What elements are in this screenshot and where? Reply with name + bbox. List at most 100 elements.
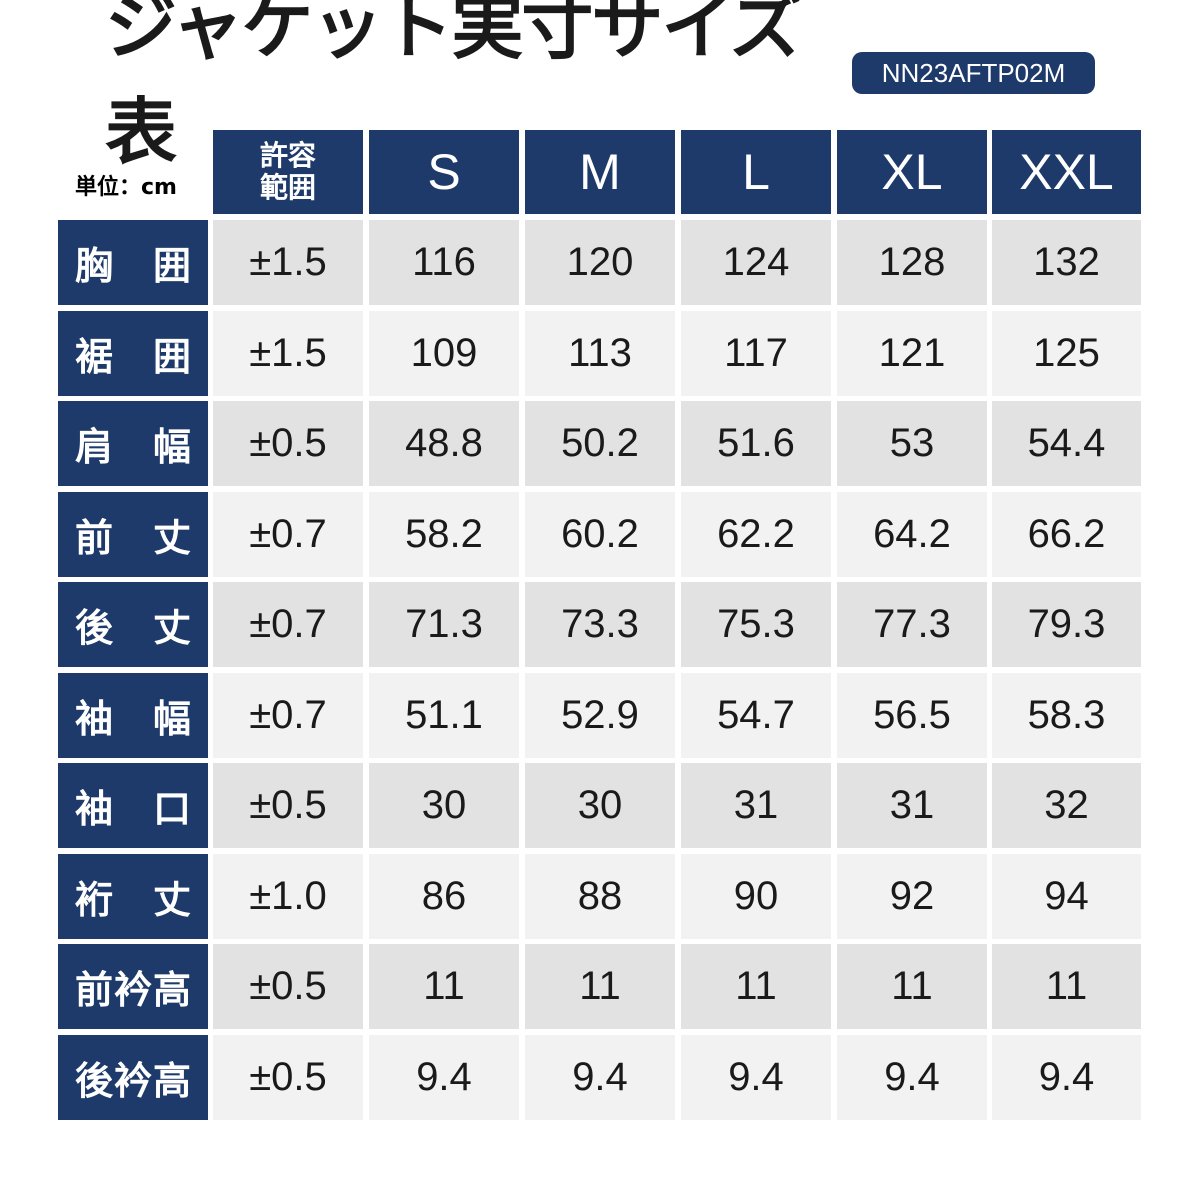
table-cell-text: 73.3 bbox=[561, 602, 639, 646]
table-cell-text: ±1.5 bbox=[249, 240, 327, 284]
table-cell-text: ±0.7 bbox=[249, 692, 327, 737]
table-cell: 66.2 bbox=[992, 491, 1141, 577]
row-label: 前丈 bbox=[58, 491, 208, 577]
table-cell: 113 bbox=[525, 310, 675, 396]
table-cell: 9.4 bbox=[525, 1034, 675, 1120]
row-label-text: 後丈 bbox=[75, 606, 191, 650]
table-cell-text: 92 bbox=[889, 873, 935, 918]
table-cell: 64.2 bbox=[837, 491, 987, 577]
table-cell: 77.3 bbox=[837, 582, 987, 667]
table-cell: 88 bbox=[525, 853, 675, 939]
table-cell-text: 30 bbox=[577, 783, 623, 827]
table-cell: 124 bbox=[681, 220, 831, 305]
table-cell: 56.5 bbox=[837, 672, 987, 758]
table-cell-text: 117 bbox=[724, 330, 788, 375]
table-cell: 9.4 bbox=[681, 1034, 831, 1120]
table-cell: ±0.5 bbox=[213, 401, 363, 486]
row-label: 袖幅 bbox=[58, 672, 208, 758]
column-header: XL bbox=[837, 130, 987, 214]
column-header: L bbox=[681, 130, 831, 214]
table-cell-text: 109 bbox=[410, 330, 478, 375]
row-label-text: 袖幅 bbox=[75, 696, 191, 741]
table-cell-text: ±1.0 bbox=[249, 873, 327, 918]
table-cell-text: 11 bbox=[891, 964, 933, 1008]
table-cell: 9.4 bbox=[992, 1034, 1141, 1120]
table-cell-text: 71.3 bbox=[405, 602, 483, 646]
row-label: 裾囲 bbox=[58, 310, 208, 396]
table-cell-text: 32 bbox=[1044, 783, 1089, 827]
table-cell: 32 bbox=[992, 763, 1141, 848]
table-cell-text: 77.3 bbox=[873, 602, 951, 646]
table-cell: 30 bbox=[369, 763, 519, 848]
table-cell: ±1.5 bbox=[213, 220, 363, 305]
table-cell: 54.4 bbox=[992, 401, 1141, 486]
table-cell: 90 bbox=[681, 853, 831, 939]
table-cell: ±1.0 bbox=[213, 853, 363, 939]
table-cell-text: ±0.7 bbox=[249, 602, 327, 646]
table-cell: 121 bbox=[837, 310, 987, 396]
column-header-text: 許容範囲 bbox=[259, 139, 316, 204]
table-cell: 9.4 bbox=[837, 1034, 987, 1120]
table-cell-text: 75.3 bbox=[717, 602, 795, 646]
table-cell: 92 bbox=[837, 853, 987, 939]
table-cell-text: 30 bbox=[421, 783, 467, 827]
table-cell: 53 bbox=[837, 401, 987, 486]
table-cell-text: 48.8 bbox=[405, 421, 483, 465]
row-label: 肩幅 bbox=[58, 401, 208, 486]
row-label: 後衿高 bbox=[58, 1034, 208, 1120]
table-cell: 79.3 bbox=[992, 582, 1141, 667]
table-cell: ±0.5 bbox=[213, 763, 363, 848]
table-cell-text: 9.4 bbox=[572, 1054, 628, 1099]
table-cell-text: 58.3 bbox=[1027, 692, 1106, 737]
table-cell: 75.3 bbox=[681, 582, 831, 667]
table-cell-text: 56.5 bbox=[873, 692, 951, 737]
table-cell-text: 11 bbox=[579, 964, 621, 1008]
table-cell-text: 9.4 bbox=[884, 1054, 940, 1099]
table-cell-text: 53 bbox=[889, 421, 935, 465]
table-cell: 54.7 bbox=[681, 672, 831, 758]
table-cell: 31 bbox=[837, 763, 987, 848]
table-cell: 125 bbox=[992, 310, 1141, 396]
table-cell: ±0.7 bbox=[213, 582, 363, 667]
table-cell-text: 31 bbox=[889, 783, 935, 827]
column-header-text: L bbox=[742, 144, 770, 200]
table-cell-text: 11 bbox=[1045, 964, 1088, 1008]
row-label-text: 前丈 bbox=[75, 515, 191, 560]
table-cell-text: 50.2 bbox=[561, 421, 639, 465]
table-cell-text: 11 bbox=[735, 964, 777, 1008]
row-label-text: 袖口 bbox=[75, 787, 191, 831]
table-cell: 120 bbox=[525, 220, 675, 305]
row-label: 前衿高 bbox=[58, 944, 208, 1029]
table-cell: 58.3 bbox=[992, 672, 1141, 758]
table-cell: 11 bbox=[837, 944, 987, 1029]
table-cell-text: 64.2 bbox=[873, 511, 951, 556]
column-header: M bbox=[525, 130, 675, 214]
table-cell: 73.3 bbox=[525, 582, 675, 667]
row-label: 後丈 bbox=[58, 582, 208, 667]
table-cell-text: 51.1 bbox=[405, 692, 483, 737]
table-cell-text: 62.2 bbox=[717, 511, 795, 556]
table-cell-text: 60.2 bbox=[561, 511, 639, 556]
row-label-text: 裄丈 bbox=[75, 877, 191, 922]
table-cell: ±0.7 bbox=[213, 491, 363, 577]
table-cell: 58.2 bbox=[369, 491, 519, 577]
table-cell: 109 bbox=[369, 310, 519, 396]
column-header: XXL bbox=[992, 130, 1141, 214]
table-cell-text: ±0.7 bbox=[249, 511, 327, 556]
table-cell-text: 113 bbox=[568, 330, 632, 375]
table-cell: 128 bbox=[837, 220, 987, 305]
table-cell: 94 bbox=[992, 853, 1141, 939]
table-cell-text: 128 bbox=[878, 240, 946, 284]
table-cell-text: 94 bbox=[1044, 873, 1089, 918]
table-cell-text: 9.4 bbox=[416, 1054, 472, 1099]
table-cell-text: 52.9 bbox=[561, 692, 639, 737]
table-cell: 11 bbox=[525, 944, 675, 1029]
table-cell: 11 bbox=[681, 944, 831, 1029]
table-cell-text: 121 bbox=[878, 330, 946, 375]
table-cell: ±1.5 bbox=[213, 310, 363, 396]
table-cell-text: 58.2 bbox=[405, 511, 483, 556]
table-cell-text: 66.2 bbox=[1027, 511, 1106, 556]
table-cell: 86 bbox=[369, 853, 519, 939]
table-cell: 9.4 bbox=[369, 1034, 519, 1120]
table-cell-text: ±0.5 bbox=[249, 1054, 327, 1099]
